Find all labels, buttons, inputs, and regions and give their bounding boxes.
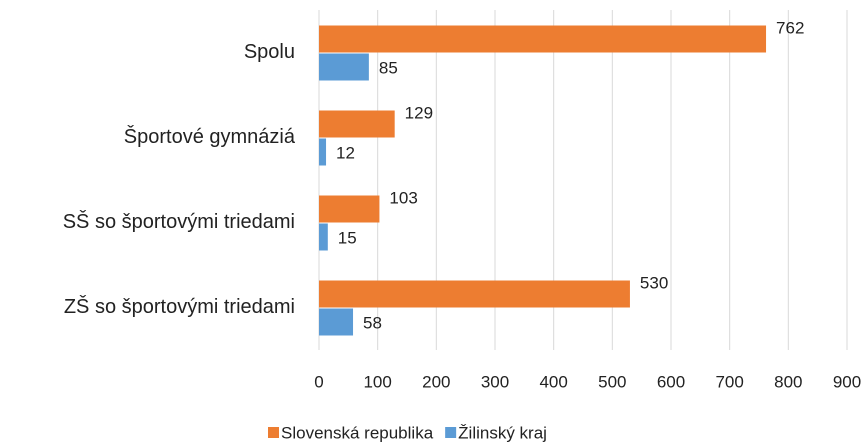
x-tick-label: 800 — [774, 372, 802, 391]
bar — [319, 308, 354, 336]
y-tick-label: Športové gymnáziá — [124, 125, 296, 148]
bar — [319, 223, 328, 251]
x-tick-label: 500 — [598, 372, 626, 391]
x-tick-label: 100 — [363, 372, 391, 391]
bar — [319, 138, 327, 166]
x-tick-label: 600 — [657, 372, 685, 391]
legend-label: Žilinský kraj — [458, 423, 547, 442]
x-tick-label: 700 — [715, 372, 743, 391]
bar — [319, 280, 630, 308]
value-label: 12 — [336, 143, 355, 162]
value-label: 530 — [640, 273, 668, 292]
bar — [319, 195, 380, 223]
x-tick-label: 0 — [314, 372, 323, 391]
bar — [319, 53, 369, 81]
value-label: 129 — [405, 103, 433, 122]
y-tick-label: Spolu — [244, 41, 295, 63]
legend-label: Slovenská republika — [281, 423, 434, 442]
value-label: 58 — [363, 313, 382, 332]
value-label: 762 — [776, 18, 804, 37]
x-tick-label: 200 — [422, 372, 450, 391]
y-tick-label: ZŠ so športovými triedami — [64, 295, 295, 318]
value-label: 85 — [379, 58, 398, 77]
x-tick-label: 900 — [833, 372, 861, 391]
bar — [319, 110, 395, 138]
x-tick-label: 300 — [481, 372, 509, 391]
value-label: 103 — [389, 188, 417, 207]
legend-swatch — [268, 427, 279, 438]
y-tick-label: SŠ so športovými triedami — [63, 210, 295, 233]
legend-swatch — [445, 427, 457, 438]
value-label: 15 — [338, 228, 357, 247]
bar — [319, 25, 767, 53]
x-tick-label: 400 — [539, 372, 567, 391]
